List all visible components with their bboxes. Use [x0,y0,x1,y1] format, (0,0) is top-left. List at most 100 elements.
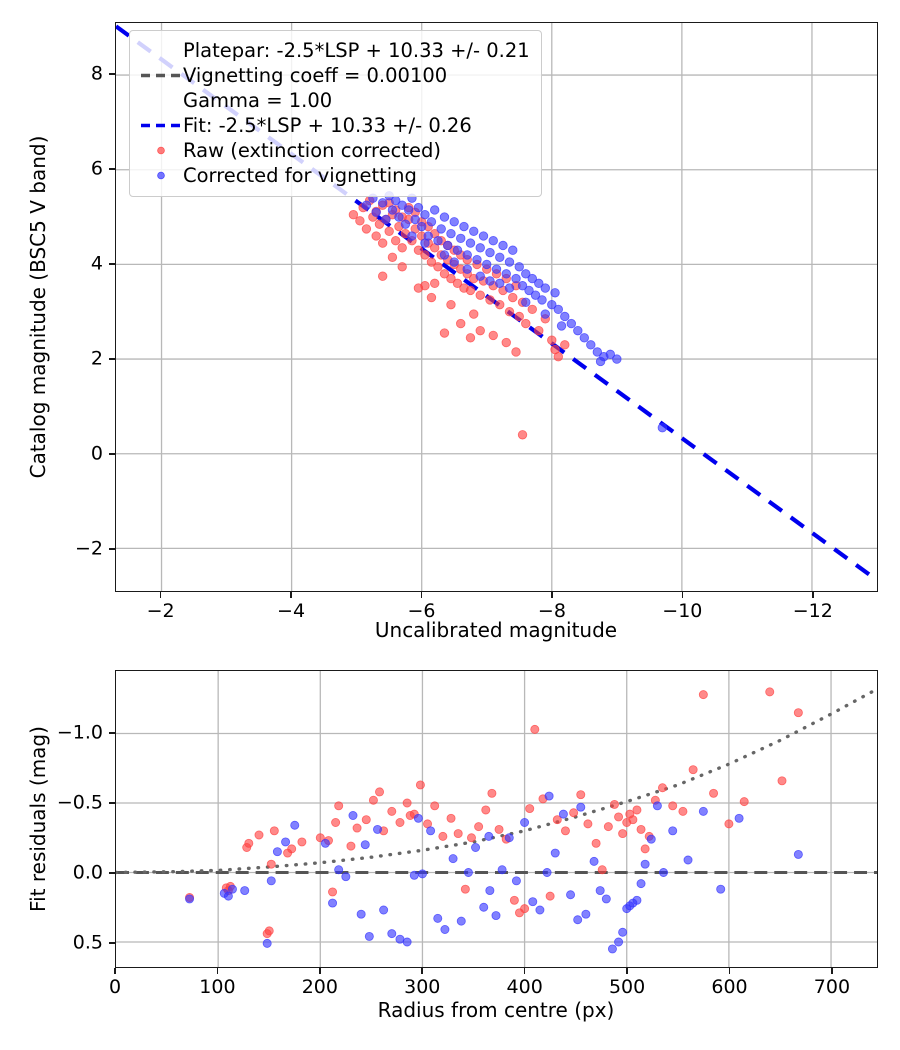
data-point [465,333,476,343]
data-point [614,937,624,947]
data-point [765,687,775,697]
y-tick-mark [109,802,115,804]
data-point [501,269,511,279]
data-point [352,823,362,833]
data-point [504,257,515,267]
data-point [459,221,469,232]
data-point [433,236,443,246]
data-point [511,273,521,284]
data-point [420,238,430,248]
data-point [348,210,359,220]
data-point [589,856,599,866]
data-point [605,349,616,360]
x-tick-mark [681,592,684,598]
y-tick-mark [109,263,115,266]
legend-key-dashed-blue-line [139,113,183,138]
data-point [240,886,250,896]
data-point [511,876,521,886]
data-point [449,257,459,267]
x-tick-mark [159,592,162,598]
data-point [453,829,463,839]
series-corrected [185,791,803,954]
data-point [576,802,586,812]
x-tick-label: 0 [108,976,122,998]
data-point [475,271,485,281]
data-point [716,884,726,894]
data-point [377,271,388,281]
data-point [683,855,693,865]
y-tick-mark [109,732,115,734]
data-point [472,254,482,265]
y-tick-label: −1.0 [56,721,103,744]
data-point [439,250,450,260]
data-point [612,354,622,364]
calibration-y-axis-title: Catalog magnitude (BSC5 V band) [26,135,50,479]
data-point [495,252,505,262]
x-tick-label: −10 [662,600,703,622]
data-point [413,245,424,255]
legend-entry: Platepar: -2.5*LSP + 10.33 +/- 0.21 [139,38,530,63]
data-point [331,818,341,827]
x-tick-label: −8 [537,600,566,622]
data-point [446,299,456,310]
x-tick-mark [811,592,814,598]
data-point [586,340,596,350]
legend-entry: Corrected for vignetting [139,163,530,188]
data-point [272,847,282,857]
data-point [501,337,511,348]
data-point [426,292,437,303]
data-point [452,278,463,289]
data-point [430,205,440,215]
data-point [479,902,489,912]
data-point [478,231,489,241]
data-point [597,865,607,875]
x-tick-label: 700 [813,976,851,998]
data-point [485,886,495,896]
data-point [504,833,514,843]
series-raw [185,687,803,939]
data-point [698,806,708,816]
data-point [456,318,466,329]
data-point [495,299,505,310]
data-point [417,869,427,879]
data-point [244,838,254,848]
data-point [397,262,407,272]
data-point [185,894,195,904]
data-point [657,423,668,433]
data-point [573,325,583,336]
data-point [266,859,276,869]
gridlines [116,671,877,967]
data-point [581,909,591,919]
data-point [400,219,411,229]
data-point [315,833,325,843]
legend-entry: Vignetting coeff = 0.00100 [139,63,530,88]
data-point [734,813,744,823]
data-point [601,894,611,904]
data-point [448,854,458,864]
x-tick-mark [290,592,292,598]
data-point [698,690,708,700]
data-point [474,822,484,832]
data-point [433,262,443,272]
vignetting-model-curve [116,687,877,875]
data-point [678,806,688,816]
data-point [377,238,388,248]
data-point [668,801,678,811]
data-point [440,925,450,934]
residuals-scatter-canvas [116,671,877,967]
data-point [438,831,448,841]
data-point [609,799,619,809]
data-point [384,226,394,236]
data-point [375,787,385,797]
data-point [481,805,491,815]
data-point [420,250,430,260]
data-point [452,245,463,255]
data-point [436,224,446,234]
data-point [281,837,291,847]
data-point [397,243,407,253]
data-point [535,905,545,915]
data-point [430,278,440,289]
data-point [793,708,803,718]
data-point [485,276,495,286]
data-point [439,328,450,338]
